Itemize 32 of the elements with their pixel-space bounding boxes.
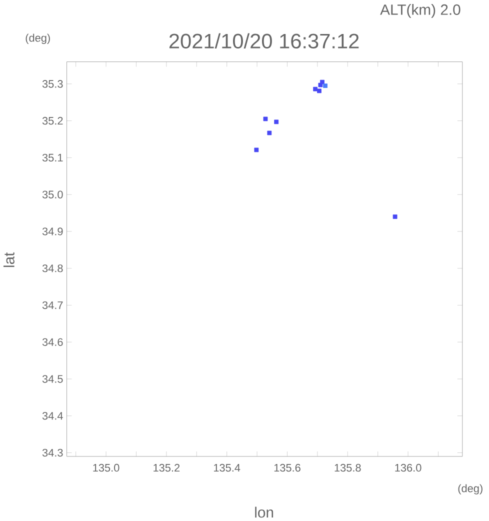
x-tick-label: 135.2 (153, 464, 180, 472)
x-tick-label: 135.0 (93, 464, 120, 472)
y-axis-title: lat (3, 252, 14, 267)
point (267, 130, 272, 136)
text: (deg) (458, 484, 482, 494)
point (274, 120, 278, 124)
y-tick-label: 35.3 (42, 80, 63, 88)
chart-subtitle: ALT(km) 2.0 (380, 4, 460, 18)
point (254, 148, 258, 152)
y-tick-label: 34.3 (42, 448, 63, 457)
y-tick-label: 35.2 (42, 116, 63, 125)
y-tick-label: 34.7 (42, 301, 63, 310)
y-tick-label: 34.9 (42, 228, 63, 236)
point (322, 84, 328, 88)
text: (deg) (26, 34, 50, 44)
point (316, 88, 322, 94)
x-axis-title: lon (255, 506, 273, 518)
chart-title: 2021/10/20 16:37:12 (169, 33, 358, 49)
y-tick-label: 35.0 (42, 190, 63, 198)
point (320, 80, 324, 84)
point (263, 116, 268, 122)
x-tick-label: 135.6 (274, 464, 300, 472)
x-tick-label: 135.8 (334, 464, 361, 472)
y-tick-label: 34.8 (42, 264, 63, 272)
y-tick-label: 34.6 (42, 338, 63, 346)
point (312, 86, 318, 92)
point (392, 214, 398, 219)
y-tick-label: 35.1 (42, 154, 63, 162)
y-tick-label: 34.4 (42, 412, 63, 420)
y-tick-label: 34.5 (42, 375, 63, 383)
x-tick-label: 135.4 (214, 464, 240, 472)
x-tick-label: 136.0 (395, 464, 422, 472)
